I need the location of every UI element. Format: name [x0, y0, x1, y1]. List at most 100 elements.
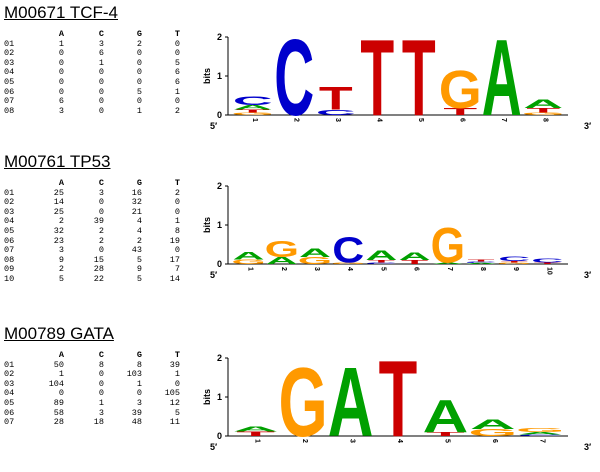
- logo-letter-cytosine: C: [332, 230, 364, 270]
- position-number: 01: [4, 38, 15, 49]
- logo-letter-thymine: T: [467, 259, 494, 262]
- logo-column: GA 1: [231, 250, 265, 271]
- count-c: 3: [98, 407, 104, 418]
- logo-column: TA 6: [399, 250, 431, 271]
- position-label: 8: [541, 118, 548, 122]
- logo-letter-thymine: T: [443, 106, 477, 117]
- count-a: 3: [58, 245, 64, 256]
- position-label: 1: [254, 439, 261, 443]
- logo-letter-guanine: G: [298, 255, 332, 266]
- count-a: 104: [48, 378, 64, 389]
- matrix-row: 06 58 3 39 5: [4, 407, 180, 419]
- count-g: 1: [136, 105, 142, 116]
- frequency-matrix: A C G T 01 50 8 8 39 02 1 0 103 1 03 104 0 1 0 04 0 0 0…: [4, 350, 180, 428]
- logo-letter-guanine: G: [522, 112, 565, 116]
- count-t: 5: [174, 407, 180, 418]
- position-label: 6: [413, 267, 420, 271]
- position-label: 7: [538, 439, 545, 443]
- logo-letter-guanine: G: [516, 427, 565, 433]
- count-a: 1: [58, 38, 64, 49]
- logo-letter-cytosine: C: [316, 108, 356, 116]
- logo-column: T5: [402, 18, 436, 139]
- position-label: 8: [479, 267, 486, 271]
- y-tick-label: 2: [217, 353, 222, 363]
- count-g: 3: [136, 397, 142, 408]
- position-label: 2: [301, 439, 308, 443]
- position-label: 5: [443, 439, 450, 443]
- y-tick-label: 0: [217, 431, 222, 441]
- count-t: 1: [174, 216, 180, 227]
- matrix-row: 01 25 3 16 2: [4, 187, 180, 199]
- position-label: 7: [500, 118, 507, 122]
- count-t: 0: [174, 48, 180, 59]
- frequency-matrix: A C G T 01 25 3 16 2 02 14 0 32 0 03 25 0 21 0 04 2 39…: [4, 178, 180, 285]
- matrix-row: 04 0 0 0 6: [4, 68, 180, 78]
- logo-letter-adenine: A: [482, 18, 522, 139]
- logo-column: GTC 9: [497, 255, 531, 271]
- y-tick-label: 0: [217, 259, 222, 269]
- count-t: 19: [169, 235, 180, 246]
- count-t: 105: [164, 388, 180, 399]
- matrix-row: 06 0 0 5 1: [4, 86, 180, 98]
- position-number: 07: [4, 417, 15, 428]
- count-c: 1: [98, 397, 104, 408]
- logo-letter-thymine: T: [236, 109, 270, 114]
- logo-column: CAG 7: [516, 427, 565, 443]
- logo-column: TC 10: [531, 257, 563, 274]
- position-number: 05: [4, 76, 15, 87]
- count-t: 8: [174, 225, 180, 236]
- count-c: 2: [98, 225, 104, 236]
- count-a: 32: [53, 225, 64, 236]
- count-c: 0: [98, 96, 104, 107]
- position-number: 06: [4, 235, 15, 246]
- count-a: 25: [53, 187, 64, 198]
- logo-column: AG 2: [265, 237, 299, 271]
- logo-column: TA 1: [233, 424, 279, 443]
- count-a: 14: [53, 197, 64, 208]
- count-t: 0: [174, 96, 180, 107]
- count-a: 89: [53, 397, 64, 408]
- position-number: 01: [4, 359, 15, 370]
- position-number: 02: [4, 369, 15, 380]
- count-t: 1: [174, 86, 180, 97]
- matrix-row: 03 0 1 0 5: [4, 58, 180, 69]
- position-label: 5: [379, 267, 386, 271]
- matrix-row: 02 14 0 32 0: [4, 198, 180, 208]
- count-a: 9: [58, 254, 64, 265]
- logo-column: T4: [379, 338, 418, 459]
- count-c: 0: [98, 76, 104, 87]
- logo-letter-adenine: A: [399, 250, 431, 262]
- matrix-row: 05 0 0 0 6: [4, 76, 180, 88]
- count-t: 2: [174, 187, 180, 198]
- header-c: C: [98, 29, 104, 39]
- position-number: 06: [4, 407, 15, 418]
- position-number: 04: [4, 216, 15, 227]
- matrix-row: 03 25 0 21 0: [4, 207, 180, 218]
- position-number: 02: [4, 48, 15, 59]
- motif-title: M00789 GATA: [4, 324, 114, 343]
- logo-letter-thymine: T: [379, 338, 418, 459]
- header-c: C: [98, 350, 104, 360]
- logo-letter-cytosine: C: [233, 94, 273, 107]
- position-label: 9: [512, 267, 519, 271]
- header-g: G: [136, 178, 142, 188]
- header-g: G: [136, 350, 142, 360]
- logo-letter-adenine: A: [523, 98, 563, 111]
- count-g: 5: [136, 273, 142, 284]
- logo-column: ACT 8: [465, 259, 497, 271]
- logo-letter-adenine: A: [517, 432, 563, 436]
- count-c: 22: [93, 273, 104, 284]
- position-label: 6: [491, 439, 498, 443]
- logo-letter-guanine: G: [231, 112, 274, 116]
- count-t: 2: [174, 105, 180, 116]
- position-number: 07: [4, 96, 15, 107]
- five-prime-label: 5′: [210, 121, 217, 131]
- header-a: A: [58, 350, 64, 360]
- count-c: 2: [98, 235, 104, 246]
- count-t: 1: [174, 369, 180, 380]
- count-c: 18: [93, 417, 104, 428]
- position-label: 4: [375, 118, 382, 122]
- matrix-row: 07 6 0 0 0: [4, 97, 180, 107]
